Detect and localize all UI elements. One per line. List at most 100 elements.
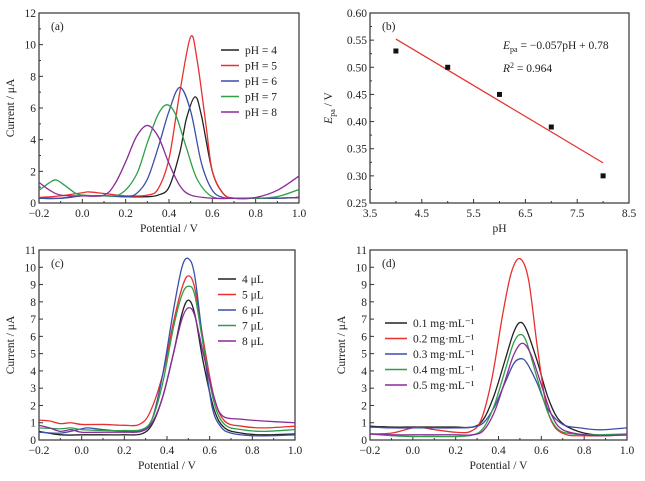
x-tick-label: 4.5: [415, 208, 430, 220]
y-tick-label: 10: [356, 262, 368, 274]
fit-line: [395, 38, 604, 164]
panel-c: −0.2 0.0 0.2 0.4 0.6 0.8 1.0 0 1 2 3 4 5 6 7 8 9 10 11 Pote…: [5, 245, 302, 472]
data-point: [600, 173, 606, 179]
series-group: [39, 257, 295, 437]
legend-label: 0.4 mg·mL⁻¹: [413, 365, 475, 377]
panel-label: (b): [382, 21, 396, 33]
y-tick-label: 10: [25, 262, 37, 274]
y-tick-label: 11: [25, 245, 36, 257]
y-tick-label: 0: [361, 435, 367, 447]
x-tick-label: 0.8: [245, 445, 260, 457]
y-tick-label: 6: [30, 331, 36, 343]
x-tick-label: 0.0: [75, 208, 90, 220]
series-line-2: [39, 275, 295, 429]
x-tick-label: 3.5: [363, 208, 378, 220]
x-tick-label: 0.6: [534, 445, 549, 457]
y-tick-label: 0.60: [347, 8, 367, 20]
y-title-unit: / V: [323, 91, 335, 109]
x-axis-title: Potential / V: [138, 460, 197, 472]
y-tick-label: 0.40: [347, 117, 367, 129]
x-tick-label: 0.2: [117, 445, 132, 457]
data-point: [548, 124, 554, 130]
x-tick-label: 0.2: [448, 445, 463, 457]
series-line-5: [39, 124, 299, 200]
x-tick-label: 1.0: [288, 445, 303, 457]
y-axis-title: Current / μA: [336, 315, 348, 374]
legend-label: 0.1 mg·mL⁻¹: [413, 318, 475, 330]
y-tick-label: 3: [30, 383, 36, 395]
y-tick-label: 0.35: [347, 144, 367, 156]
panel-label: (a): [51, 21, 64, 33]
panel-d: −0.2 0.0 0.2 0.4 0.6 0.8 1.0 0 1 2 3 4 5 6 7 8 9 10 11 Pote…: [336, 245, 634, 472]
y-tick-label: 12: [25, 8, 37, 20]
legend-label: 0.3 mg·mL⁻¹: [413, 349, 475, 361]
y-title-main: E: [323, 117, 335, 125]
series-line-4: [39, 285, 295, 433]
series-line-4: [370, 333, 627, 438]
legend-label: 8 μL: [242, 336, 264, 348]
x-tick-label: 0.4: [160, 445, 175, 457]
y-tick-label: 4: [30, 366, 36, 378]
x-tick-label: 5.5: [466, 208, 481, 220]
y-axis-title: Current / μA: [5, 315, 17, 374]
x-tick-label: 0.8: [577, 445, 592, 457]
r2-rhs: = 0.964: [514, 63, 552, 75]
r-squared: R2 = 0.964: [502, 61, 552, 75]
y-tick-label: 1: [361, 418, 367, 430]
x-tick-label: 0.8: [248, 208, 263, 220]
series-line-3: [39, 86, 299, 200]
x-tick-label: 0.0: [406, 445, 421, 457]
x-axis-title: pH: [492, 223, 506, 235]
legend-label: pH = 7: [245, 92, 277, 104]
y-tick-label: 7: [361, 314, 367, 326]
y-tick-label: 6: [361, 331, 367, 343]
panel-b: 3.5 4.5 5.5 6.5 7.5 8.5 0.25 0.30 0.35 0.40 0.45 0.…: [323, 8, 636, 235]
y-tick-label: 5: [30, 349, 36, 361]
y-tick-label: 3: [361, 383, 367, 395]
x-tick-label: 0.0: [74, 445, 89, 457]
y-tick-label: 2: [30, 166, 36, 178]
legend-label: pH = 8: [245, 107, 277, 119]
x-axis-title: Potential / V: [470, 460, 529, 472]
series-group: [370, 257, 627, 438]
series-line-5: [39, 307, 295, 434]
y-axis-title: Epa / V: [323, 91, 337, 124]
r2-sup: 2: [510, 61, 514, 70]
x-tick-label: −0.2: [29, 208, 50, 220]
panel-a: −0.2 0.0 0.2 0.4 0.6 0.8 1.0 0 2 4 6 8 10 12 Potential…: [5, 8, 306, 235]
series-line-5: [370, 342, 627, 437]
x-tick-label: 0.2: [118, 208, 133, 220]
y-tick-label: 11: [356, 245, 367, 257]
x-tick-label: 1.0: [292, 208, 307, 220]
y-tick-label: 5: [361, 349, 367, 361]
legend-label: pH = 4: [245, 45, 277, 57]
data-point: [497, 91, 502, 97]
y-tick-label: 8: [30, 71, 36, 83]
y-tick-label: 7: [30, 314, 36, 326]
x-tick-label: 0.4: [162, 208, 177, 220]
legend-label: 5 μL: [242, 290, 264, 302]
x-tick-label: 0.4: [491, 445, 506, 457]
y-tick-label: 6: [30, 103, 36, 115]
x-tick-label: −0.2: [360, 445, 381, 457]
legend-label: 0.5 mg·mL⁻¹: [413, 380, 475, 392]
y-tick-label: 8: [30, 297, 36, 309]
y-tick-label: 4: [361, 366, 367, 378]
data-point: [393, 48, 399, 54]
legend-label: 4 μL: [242, 274, 264, 286]
y-title-sub: pa: [328, 109, 337, 117]
panel-label: (c): [51, 258, 64, 270]
y-tick-label: 0.25: [347, 198, 367, 210]
series-line-1: [370, 321, 627, 436]
r2-main: R: [502, 63, 510, 75]
y-tick-label: 1: [30, 418, 36, 430]
y-tick-label: 0: [30, 435, 36, 447]
y-tick-label: 0: [30, 198, 36, 210]
y-axis-title: Current / μA: [5, 78, 17, 137]
legend-label: pH = 5: [245, 61, 277, 73]
x-tick-label: 1.0: [620, 445, 635, 457]
legend-label: 0.2 mg·mL⁻¹: [413, 334, 475, 346]
series-line-2: [370, 257, 627, 437]
series-group: [39, 35, 299, 200]
